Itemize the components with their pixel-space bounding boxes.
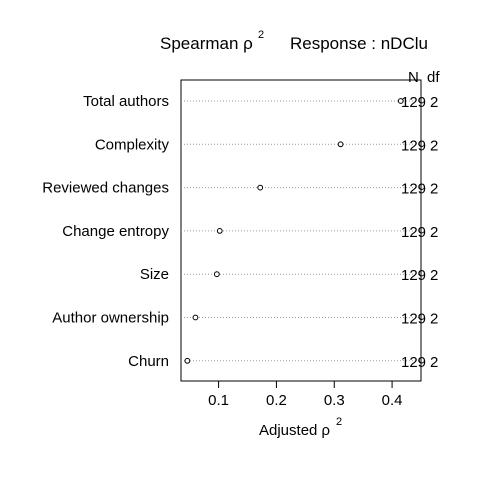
row-df-value: 2 — [430, 181, 438, 198]
chart-title-right: Response : nDClu — [290, 34, 428, 53]
n-column-header: N — [408, 69, 419, 86]
row-n-value: 129 — [401, 354, 426, 371]
x-axis-label: Adjusted ρ — [259, 422, 330, 439]
row-label: Complexity — [95, 136, 170, 153]
row-label: Size — [140, 266, 169, 283]
data-point — [214, 272, 219, 277]
data-point — [185, 358, 190, 363]
data-point — [217, 229, 222, 234]
data-point — [258, 185, 263, 190]
row-df-value: 2 — [430, 224, 438, 241]
row-n-value: 129 — [401, 224, 426, 241]
row-label: Change entropy — [62, 223, 169, 240]
x-tick-label: 0.3 — [324, 392, 345, 409]
chart-title-left-superscript: 2 — [258, 29, 264, 41]
row-n-value: 129 — [401, 94, 426, 111]
data-point — [338, 142, 343, 147]
row-label: Author ownership — [52, 310, 169, 327]
chart-title-left: Spearman ρ — [160, 34, 253, 53]
row-df-value: 2 — [430, 94, 438, 111]
row-n-value: 129 — [401, 181, 426, 198]
row-df-value: 2 — [430, 267, 438, 284]
df-column-header: df — [427, 69, 440, 86]
x-axis-label-superscript: 2 — [336, 416, 342, 428]
row-n-value: 129 — [401, 267, 426, 284]
row-n-value: 129 — [401, 137, 426, 154]
row-df-value: 2 — [430, 137, 438, 154]
row-df-value: 2 — [430, 354, 438, 371]
x-tick-label: 0.1 — [208, 392, 229, 409]
row-df-value: 2 — [430, 311, 438, 328]
row-n-value: 129 — [401, 311, 426, 328]
x-tick-label: 0.2 — [266, 392, 287, 409]
x-tick-label: 0.4 — [382, 392, 403, 409]
data-point — [193, 315, 198, 320]
row-label: Churn — [128, 353, 169, 370]
row-label: Total authors — [83, 93, 169, 110]
row-label: Reviewed changes — [42, 180, 169, 197]
x-axis: 0.1 0.2 0.3 0.4 — [208, 381, 402, 409]
